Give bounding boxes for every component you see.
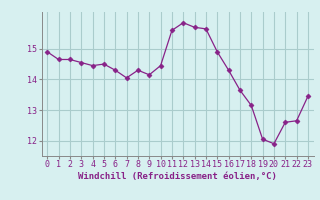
X-axis label: Windchill (Refroidissement éolien,°C): Windchill (Refroidissement éolien,°C)	[78, 172, 277, 181]
